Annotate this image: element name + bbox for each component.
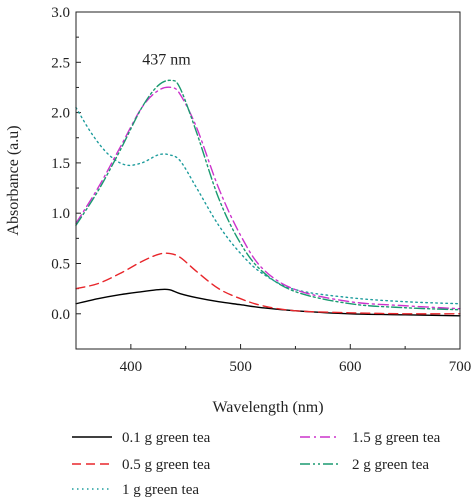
y-tick-label: 0.0 [51, 307, 70, 323]
y-tick-label: 2.0 [51, 106, 70, 122]
y-axis: 0.0 0.5 1.0 1.5 2.0 2.5 3.0 [51, 5, 81, 323]
x-axis: 400 500 600 700 [75, 344, 472, 375]
series-layer [75, 79, 461, 317]
y-tick-label: 1.5 [51, 156, 70, 172]
y-tick-label: 0.5 [51, 256, 70, 272]
series-line-5 [75, 79, 461, 311]
x-tick-label: 500 [229, 359, 252, 375]
y-tick-label: 2.5 [51, 55, 70, 71]
legend-label-5: 2 g green tea [352, 457, 429, 473]
legend-label-4: 1.5 g green tea [352, 430, 441, 446]
legend-label-2: 0.5 g green tea [122, 457, 211, 473]
legend-label-1: 0.1 g green tea [122, 430, 211, 446]
x-tick-label: 700 [449, 359, 472, 375]
series-line-1 [75, 288, 461, 317]
x-tick-label: 600 [339, 359, 362, 375]
x-tick-label: 400 [120, 359, 143, 375]
peak-annotation: 437 nm [142, 51, 191, 68]
x-axis-title: Wavelength (nm) [212, 399, 323, 416]
y-tick-label: 3.0 [51, 5, 70, 21]
legend-label-3: 1 g green tea [122, 482, 199, 498]
y-tick-label: 1.0 [51, 206, 70, 222]
series-line-2 [75, 252, 461, 315]
annotation-layer: 437 nm [142, 51, 191, 68]
legend: 0.1 g green tea 0.5 g green tea 1 g green … [72, 430, 441, 498]
series-line-4 [75, 86, 461, 310]
series-line-3 [75, 106, 461, 305]
plot-frame [75, 11, 461, 350]
y-axis-title: Absorbance (a.u) [5, 125, 22, 235]
